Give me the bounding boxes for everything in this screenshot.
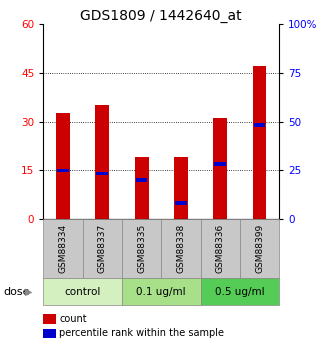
Bar: [122, 219, 161, 278]
Text: GSM88338: GSM88338: [177, 224, 186, 273]
Bar: [83, 219, 122, 278]
Bar: [122, 278, 201, 305]
Bar: [135, 157, 149, 219]
Text: GSM88336: GSM88336: [216, 224, 225, 273]
Bar: [174, 157, 188, 219]
Title: GDS1809 / 1442640_at: GDS1809 / 1442640_at: [81, 9, 242, 23]
Bar: [213, 118, 227, 219]
Text: count: count: [59, 314, 87, 324]
Bar: [240, 219, 279, 278]
Text: control: control: [65, 287, 101, 296]
Text: percentile rank within the sample: percentile rank within the sample: [59, 328, 224, 338]
Bar: [43, 278, 122, 305]
Bar: [214, 162, 226, 166]
Text: 0.5 ug/ml: 0.5 ug/ml: [215, 287, 265, 296]
Bar: [253, 66, 266, 219]
Text: ▶: ▶: [25, 287, 32, 296]
Bar: [254, 123, 265, 127]
Bar: [95, 105, 109, 219]
Bar: [201, 219, 240, 278]
Bar: [43, 219, 83, 278]
Text: GSM88399: GSM88399: [255, 224, 264, 273]
Bar: [175, 201, 187, 205]
Text: 0.1 ug/ml: 0.1 ug/ml: [136, 287, 186, 296]
Text: GSM88335: GSM88335: [137, 224, 146, 273]
Text: dose: dose: [3, 287, 30, 296]
Bar: [56, 114, 70, 219]
Bar: [57, 169, 69, 172]
Bar: [136, 178, 147, 182]
Text: GSM88334: GSM88334: [58, 224, 67, 273]
Text: GSM88337: GSM88337: [98, 224, 107, 273]
Bar: [161, 219, 201, 278]
Bar: [201, 278, 279, 305]
Bar: [97, 172, 108, 175]
